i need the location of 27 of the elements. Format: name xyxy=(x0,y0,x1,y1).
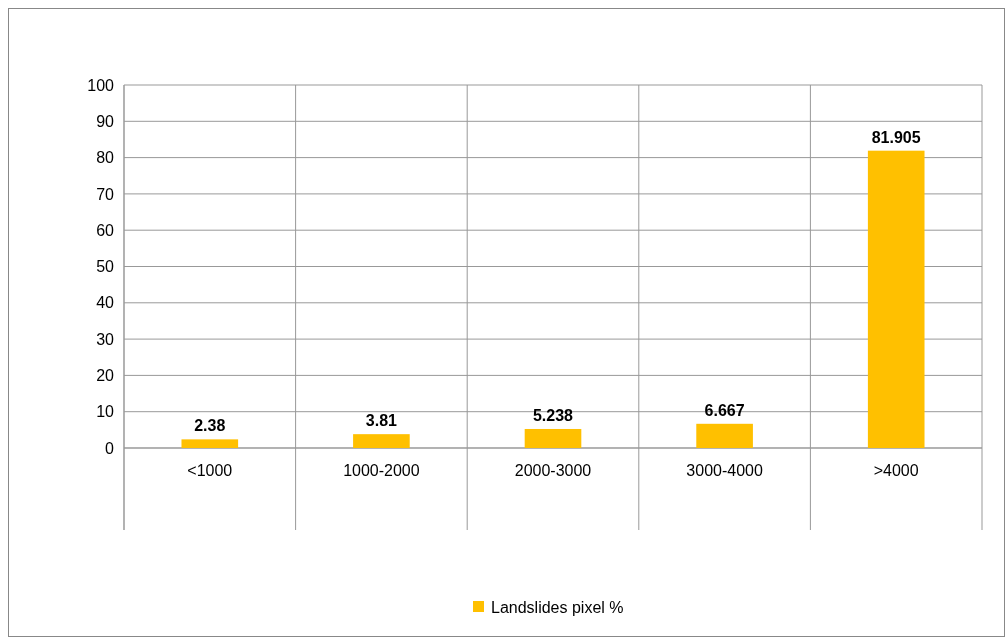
y-tick-label: 100 xyxy=(87,76,115,94)
y-tick-label: 10 xyxy=(96,403,115,421)
bar xyxy=(524,428,582,448)
data-label: 81.905 xyxy=(871,128,921,146)
data-label: 5.238 xyxy=(532,406,574,424)
y-tick-label: 70 xyxy=(96,185,115,203)
x-tick-label: <1000 xyxy=(187,462,233,479)
bar xyxy=(696,423,753,448)
data-label: 6.667 xyxy=(704,401,745,419)
data-label: 2.38 xyxy=(194,417,226,435)
y-tick-label: 60 xyxy=(96,221,115,239)
y-tick-label: 0 xyxy=(105,439,115,457)
y-tick-label: 30 xyxy=(96,330,115,348)
legend-label: Landslides pixel % xyxy=(491,598,624,616)
y-tick-label: 20 xyxy=(96,367,115,384)
x-tick-label: 1000-2000 xyxy=(343,462,420,479)
y-tick-label: 40 xyxy=(96,294,115,312)
y-tick-label: 80 xyxy=(96,149,115,167)
x-tick-label: >4000 xyxy=(873,462,919,479)
x-tick-label: 2000-3000 xyxy=(514,462,592,479)
bar xyxy=(181,439,239,448)
bar xyxy=(867,150,925,448)
data-label: 3.81 xyxy=(365,412,398,430)
y-tick-label: 50 xyxy=(96,258,115,276)
y-tick-label: 90 xyxy=(96,112,115,130)
bar xyxy=(353,434,410,448)
x-tick-label: 3000-4000 xyxy=(686,462,763,479)
